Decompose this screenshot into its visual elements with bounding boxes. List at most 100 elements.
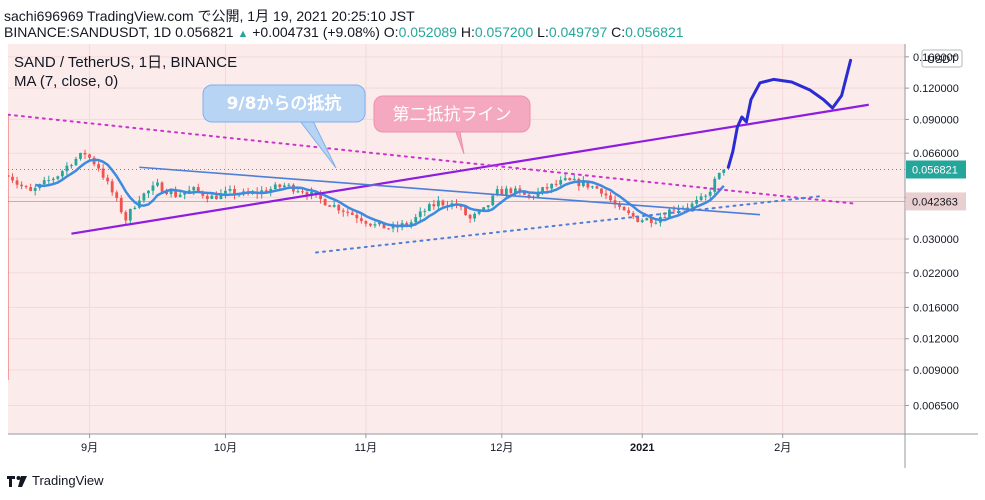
candle-body bbox=[42, 180, 46, 185]
candle-body bbox=[88, 154, 91, 158]
callout-resistance-9-8[interactable]: 9/8からの抵抗 bbox=[202, 84, 366, 169]
candle-body bbox=[432, 204, 436, 207]
price-tick-label: 0.012000 bbox=[913, 334, 959, 346]
candle bbox=[65, 162, 69, 176]
candle-body bbox=[504, 188, 508, 195]
candle-body bbox=[83, 152, 87, 155]
candle-body bbox=[287, 184, 291, 186]
candle bbox=[15, 176, 19, 189]
candle-body bbox=[554, 183, 558, 185]
candle bbox=[355, 210, 359, 224]
candle-body bbox=[196, 187, 200, 192]
candle-body bbox=[550, 183, 554, 189]
candle-body bbox=[165, 191, 168, 195]
candle-body bbox=[690, 203, 694, 208]
projection-layer bbox=[726, 58, 853, 169]
candle bbox=[604, 189, 608, 200]
time-tick-label: 12月 bbox=[490, 442, 513, 454]
price-tick-label: 0.090000 bbox=[913, 114, 959, 126]
time-axis[interactable]: 9月 10月 11月 12月 2021 2月 bbox=[8, 433, 978, 468]
candle-body bbox=[319, 193, 322, 200]
candle bbox=[70, 163, 73, 169]
candle bbox=[33, 185, 37, 196]
high-value: 0.057200 bbox=[474, 24, 534, 40]
candle-body bbox=[509, 188, 513, 193]
candle bbox=[160, 181, 164, 193]
candle-body bbox=[581, 180, 585, 187]
time-tick-label: 10月 bbox=[214, 442, 237, 454]
candle-body bbox=[482, 207, 486, 211]
last-price-tag: 0.056821 bbox=[906, 160, 966, 179]
candle bbox=[418, 207, 422, 222]
legend-title: SAND / TetherUS, 1日, BINANCE bbox=[14, 54, 237, 71]
candle-body bbox=[414, 217, 418, 223]
candle-body bbox=[559, 180, 563, 185]
candle bbox=[328, 204, 332, 207]
candle-body bbox=[147, 190, 150, 194]
candle bbox=[373, 221, 377, 228]
candle bbox=[192, 186, 196, 196]
candle-body bbox=[110, 181, 114, 193]
candle bbox=[427, 202, 431, 212]
price-axis[interactable]: USDT 0.160000 0.120000 0.090000 0.066000 0.0… bbox=[904, 44, 966, 468]
trendline-long-support[interactable] bbox=[71, 103, 869, 235]
candle-body bbox=[24, 186, 28, 188]
time-tick-label: 2021 bbox=[630, 442, 654, 454]
candle bbox=[500, 186, 504, 195]
price-tick-label: 0.016000 bbox=[913, 302, 959, 314]
footer-brand[interactable]: TradingView bbox=[6, 473, 104, 488]
candle-body bbox=[600, 188, 603, 194]
candle bbox=[133, 205, 137, 210]
last-price-tag-bg bbox=[906, 160, 966, 179]
candle-body bbox=[369, 223, 372, 226]
candle-body bbox=[677, 208, 680, 211]
time-tick-label: 2月 bbox=[774, 442, 791, 454]
projection-drawing[interactable] bbox=[726, 58, 853, 169]
candle-body bbox=[568, 178, 572, 181]
candle bbox=[183, 192, 187, 200]
candle-body bbox=[169, 190, 173, 195]
candle-body bbox=[79, 152, 82, 159]
candle-body bbox=[364, 221, 368, 224]
candle-body bbox=[92, 157, 96, 165]
candle-body bbox=[51, 178, 55, 181]
last-price-tag-text: 0.056821 bbox=[912, 164, 958, 176]
candle-body bbox=[8, 175, 10, 177]
candle bbox=[341, 208, 345, 217]
candle-body bbox=[183, 192, 187, 195]
candle bbox=[273, 182, 277, 190]
candle-body bbox=[60, 171, 64, 177]
candle-body bbox=[473, 213, 477, 219]
candle-body bbox=[636, 216, 640, 223]
candle-body bbox=[273, 184, 277, 190]
callout-second-resistance[interactable]: 第二抵抗ライン bbox=[373, 95, 531, 155]
candle bbox=[595, 185, 599, 189]
candle bbox=[613, 195, 617, 209]
candle bbox=[600, 188, 603, 197]
price-change: +0.004731 (+9.08%) bbox=[252, 24, 380, 40]
candle-body bbox=[645, 218, 649, 221]
candle bbox=[174, 186, 178, 199]
trendline-magenta-resistance[interactable] bbox=[8, 113, 857, 205]
candle bbox=[468, 213, 472, 223]
price-tick-label: 0.030000 bbox=[913, 234, 959, 246]
low-value: 0.049797 bbox=[548, 24, 608, 40]
candle-body bbox=[668, 209, 671, 218]
candle-body bbox=[708, 191, 712, 196]
trendline-lower-support[interactable] bbox=[315, 194, 825, 254]
candle bbox=[8, 114, 10, 381]
candle bbox=[423, 208, 427, 217]
candle-body bbox=[233, 189, 236, 195]
trendline-blue-resistance[interactable] bbox=[139, 166, 761, 216]
candle bbox=[436, 195, 440, 211]
price-chart[interactable]: SAND / TetherUS, 1日, BINANCE MA (7, clos… bbox=[8, 44, 978, 468]
candle bbox=[187, 185, 191, 193]
legend-ma: MA (7, close, 0) bbox=[14, 73, 118, 90]
candle-body bbox=[563, 178, 567, 181]
time-tick-label: 11月 bbox=[355, 442, 377, 454]
candle-body bbox=[296, 191, 300, 193]
candle bbox=[391, 221, 395, 233]
level-price-tag: 0.042363 bbox=[906, 192, 966, 211]
candle-body bbox=[545, 187, 549, 189]
candle-body bbox=[65, 165, 69, 172]
